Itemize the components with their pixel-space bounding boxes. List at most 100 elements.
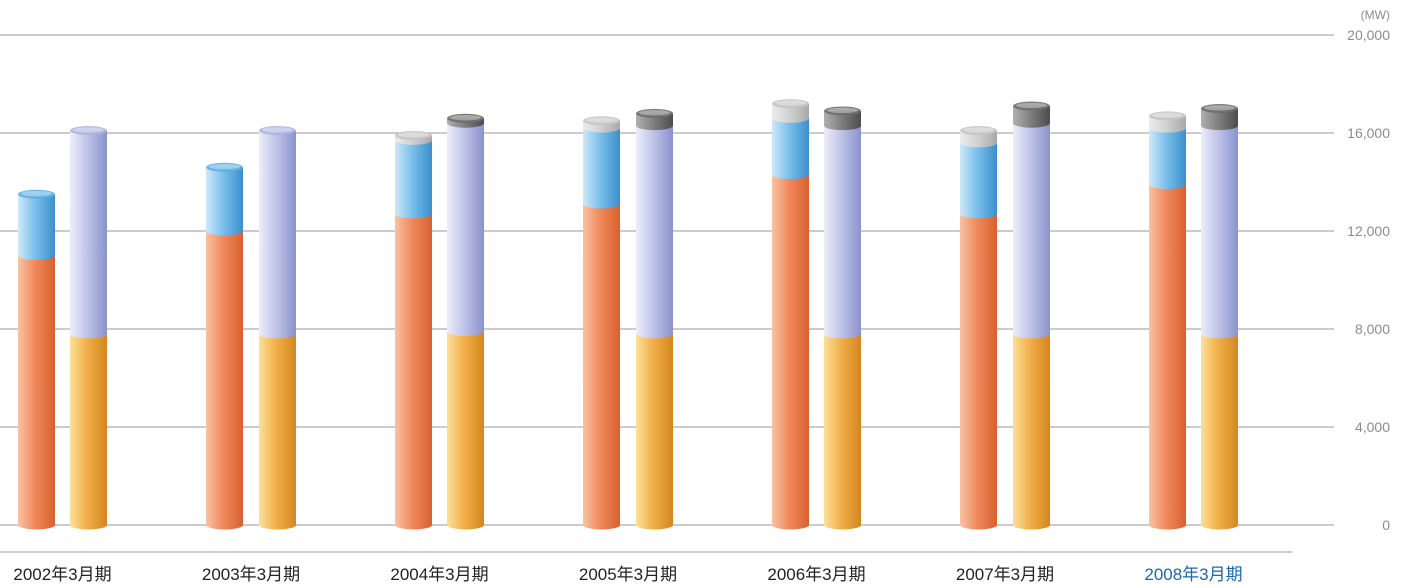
bar-segment-rim bbox=[772, 113, 809, 123]
x-tick-label: 2005年3月期 bbox=[579, 565, 677, 584]
bar-segment-rim bbox=[636, 121, 673, 131]
bar-base bbox=[772, 520, 809, 530]
bar-top-highlight bbox=[963, 127, 994, 133]
bar-top-highlight bbox=[21, 190, 52, 197]
y-tick-label: 0 bbox=[1382, 517, 1390, 533]
bar-segment-rim bbox=[1201, 329, 1238, 339]
bar-base bbox=[960, 520, 997, 530]
bar-top-highlight bbox=[586, 117, 617, 123]
bar-segment bbox=[70, 130, 107, 334]
bar-segment-rim bbox=[70, 329, 107, 339]
bar-top-highlight bbox=[209, 164, 240, 170]
x-tick-label: 2008年3月期 bbox=[1144, 565, 1242, 584]
bar-segment-rim bbox=[824, 121, 861, 131]
bar-segment bbox=[1201, 125, 1238, 334]
bar-top-cap bbox=[259, 126, 296, 136]
bar-top-highlight bbox=[398, 132, 429, 138]
bar-segment bbox=[824, 125, 861, 334]
x-tick-label: 2007年3月期 bbox=[956, 565, 1054, 584]
bar-stack bbox=[395, 130, 432, 530]
bar-top-cap bbox=[395, 130, 432, 140]
bar-top-cap bbox=[1149, 111, 1186, 121]
bar-top-cap bbox=[18, 189, 55, 199]
bar-stack bbox=[1149, 111, 1186, 530]
x-tick-label: 2003年3月期 bbox=[202, 565, 300, 584]
bar-top-cap bbox=[1201, 104, 1238, 113]
bar-segment bbox=[1013, 333, 1050, 525]
bar-segment bbox=[1013, 123, 1050, 334]
bar-stack bbox=[447, 113, 484, 530]
bar-segment-rim bbox=[1013, 118, 1050, 128]
bar-groups bbox=[18, 99, 1238, 530]
bar-segment-rim bbox=[259, 329, 296, 339]
bar-segment bbox=[636, 333, 673, 525]
bar-segment-rim bbox=[18, 251, 55, 260]
bar-stack bbox=[772, 99, 809, 530]
bar-segment bbox=[824, 333, 861, 525]
bar-segment bbox=[206, 167, 243, 231]
bar-segment bbox=[447, 123, 484, 332]
bar-top-highlight bbox=[639, 110, 670, 116]
bar-stack bbox=[824, 106, 861, 530]
bar-top-highlight bbox=[262, 127, 293, 133]
bar-stack bbox=[583, 116, 620, 530]
bar-segment bbox=[70, 333, 107, 525]
y-axis-unit: (MW) bbox=[1361, 8, 1390, 22]
bar-base bbox=[18, 520, 55, 530]
bar-base bbox=[206, 520, 243, 530]
bar-segment-rim bbox=[824, 329, 861, 339]
bar-base bbox=[1201, 520, 1238, 530]
bar-top-highlight bbox=[450, 115, 481, 121]
bar-segment-rim bbox=[1149, 179, 1186, 189]
bar-segment-rim bbox=[583, 123, 620, 133]
bar-segment bbox=[1149, 184, 1186, 525]
bar-top-highlight bbox=[1204, 105, 1235, 111]
bar-segment-rim bbox=[960, 209, 997, 219]
bar-segment bbox=[772, 174, 809, 525]
bar-segment bbox=[1013, 106, 1050, 124]
y-tick-label: 8,000 bbox=[1355, 321, 1390, 337]
bar-base bbox=[70, 520, 107, 530]
bar-segment bbox=[1149, 128, 1186, 185]
bar-base bbox=[824, 520, 861, 530]
bar-segment bbox=[1201, 108, 1238, 126]
bar-segment-rim bbox=[395, 209, 432, 219]
bar-stack bbox=[70, 126, 107, 530]
bar-stack bbox=[206, 162, 243, 530]
bar-stack bbox=[636, 108, 673, 530]
y-tick-label: 20,000 bbox=[1347, 27, 1390, 43]
bar-top-highlight bbox=[827, 107, 858, 114]
bar-segment bbox=[18, 194, 55, 256]
bar-segment bbox=[583, 128, 620, 205]
bar-top-cap bbox=[206, 162, 243, 172]
bar-segment bbox=[960, 142, 997, 214]
bar-base bbox=[583, 520, 620, 530]
x-tick-label: 2006年3月期 bbox=[767, 565, 865, 584]
bar-stack bbox=[1013, 101, 1050, 530]
bar-segment bbox=[259, 130, 296, 334]
bar-segment-rim bbox=[447, 326, 484, 336]
bar-segment bbox=[960, 213, 997, 525]
bar-segment bbox=[583, 204, 620, 526]
bar-base bbox=[1149, 520, 1186, 530]
bar-segment bbox=[772, 118, 809, 175]
bar-segment bbox=[18, 255, 55, 525]
bar-top-cap bbox=[960, 126, 997, 136]
bar-segment bbox=[447, 331, 484, 525]
y-tick-label: 16,000 bbox=[1347, 125, 1390, 141]
bar-stack bbox=[18, 189, 55, 530]
bar-top-cap bbox=[636, 108, 673, 118]
bar-segment-rim bbox=[1013, 329, 1050, 339]
bar-top-cap bbox=[447, 113, 484, 123]
bar-segment-rim bbox=[960, 138, 997, 148]
bar-top-highlight bbox=[1016, 102, 1047, 109]
bar-segment-rim bbox=[1149, 123, 1186, 133]
bar-segment bbox=[1201, 333, 1238, 525]
bar-stack bbox=[259, 126, 296, 530]
bar-top-cap bbox=[70, 126, 107, 136]
y-tick-label: 12,000 bbox=[1347, 223, 1390, 239]
x-tick-label: 2002年3月期 bbox=[13, 565, 111, 584]
y-tick-label: 4,000 bbox=[1355, 419, 1390, 435]
bar-base bbox=[636, 520, 673, 530]
